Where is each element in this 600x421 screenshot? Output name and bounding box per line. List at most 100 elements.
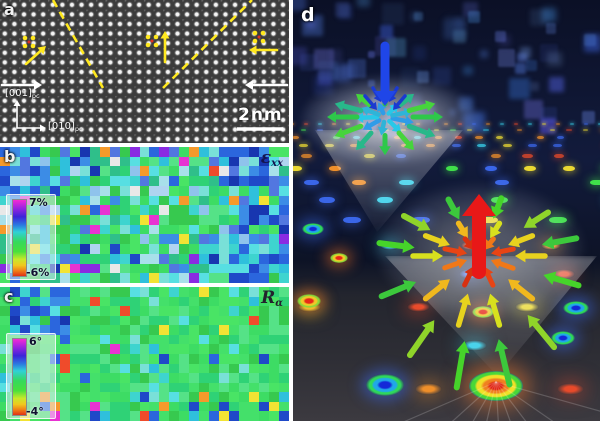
map-pixel [209,273,220,283]
map-pixel [249,325,260,335]
map-pixel [119,411,130,421]
map-pixel [159,315,170,326]
map-pixel [139,234,150,245]
map-pixel [269,373,280,383]
map-pixel [259,373,270,383]
floor-dash [411,217,430,224]
map-pixel [179,147,190,157]
wall-glow-square [530,8,548,26]
map-pixel [129,195,140,206]
map-pixel [269,325,280,335]
map-pixel [149,411,160,421]
map-pixel [99,363,110,374]
map-pixel [169,344,180,354]
map-pixel [119,147,130,157]
map-pixel [109,325,120,335]
map-pixel [59,195,70,206]
map-pixel [49,156,60,167]
map-pixel [99,147,110,157]
wall-glow-square [530,81,540,91]
map-pixel [19,176,30,186]
map-pixel [19,296,30,307]
map-pixel [269,392,280,402]
wall-glow-square [293,0,306,11]
map-pixel [0,296,10,307]
floor-dash [562,166,576,171]
map-pixel [159,166,170,177]
map-pixel [209,392,220,402]
floor-dash [480,217,499,224]
map-pixel [209,234,220,245]
map-pixel [259,382,270,393]
map-pixel [229,147,240,157]
map-pixel [239,244,250,254]
wall-glow-square [514,62,526,74]
map-pixel [59,296,70,307]
map-pixel [59,185,70,196]
map-pixel [169,382,180,393]
map-pixel [189,373,200,383]
map-pixel [269,263,280,274]
map-pixel [29,306,40,316]
map-pixel [129,411,140,421]
map-pixel [9,287,20,297]
map-pixel [119,315,130,326]
map-pixel [259,401,270,412]
map-pixel [89,205,100,215]
map-pixel [139,334,150,345]
map-pixel [139,224,150,235]
map-pixel [79,363,90,374]
map-pixel [159,253,170,264]
map-pixel [199,401,210,412]
map-pixel [259,315,270,326]
map-pixel [109,392,120,402]
map-pixel [19,166,30,177]
map-pixel [59,273,70,283]
map-pixel [79,195,90,206]
floor-dash [477,144,487,148]
map-pixel [119,392,130,402]
map-pixel [239,315,250,326]
map-pixel [159,353,170,364]
map-pixel [189,363,200,374]
map-pixel [179,353,190,364]
map-pixel [119,363,130,374]
map-pixel [219,353,230,364]
map-pixel [179,185,190,196]
map-pixel [79,382,90,393]
map-pixel [0,195,10,206]
map-pixel [129,166,140,177]
map-pixel [59,234,70,245]
wall-glow-square [463,65,474,76]
floor-dash [495,136,503,139]
map-pixel [109,306,120,316]
map-pixel [239,147,250,157]
map-pixel [99,353,110,364]
map-pixel [0,325,10,335]
glowing-dot-floor [293,0,600,421]
map-pixel [139,215,150,225]
map-pixel [9,296,20,307]
map-pixel [79,215,90,225]
map-pixel [69,244,80,254]
map-pixel [229,273,240,283]
map-pixel [249,401,260,412]
map-pixel [219,325,230,335]
map-pixel [89,363,100,374]
map-pixel [109,253,120,264]
map-pixel [199,325,210,335]
map-pixel [29,176,40,186]
map-pixel [209,244,220,254]
map-pixel [169,244,180,254]
map-pixel [199,315,210,326]
map-pixel [0,353,10,364]
map-pixel [159,325,170,335]
floor-ring-dot [515,302,539,313]
wall-glow-square [517,52,527,63]
map-pixel [279,353,289,364]
map-pixel [229,325,240,335]
map-pixel [259,334,270,345]
strain-symbol: εxx [260,148,283,169]
map-pixel [89,373,100,383]
map-pixel [269,215,280,225]
